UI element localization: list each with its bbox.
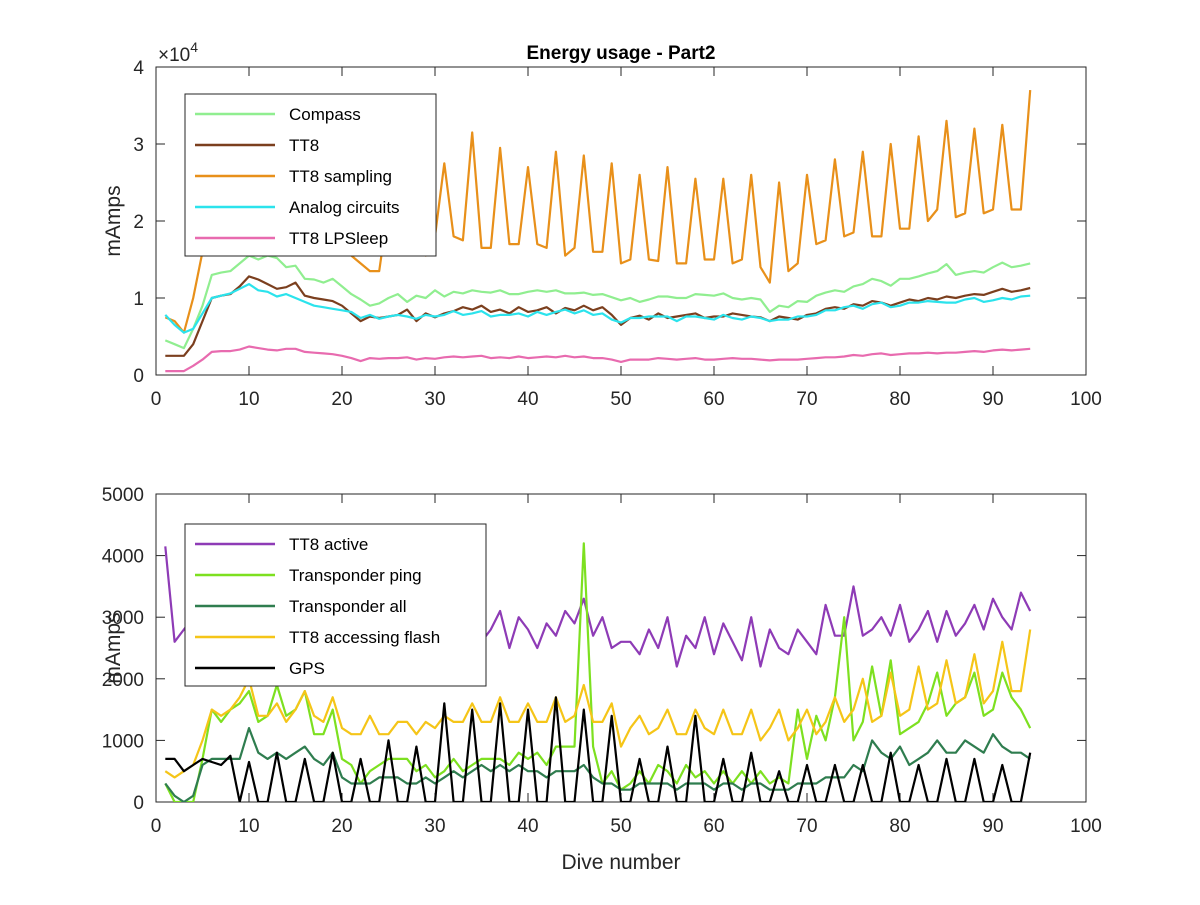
x-axis-label: Dive number xyxy=(561,851,680,874)
x-tick-label: 60 xyxy=(703,816,724,837)
x-tick-label: 0 xyxy=(151,389,162,410)
chart-title: Energy usage - Part2 xyxy=(526,43,715,64)
x-tick-label: 40 xyxy=(517,389,538,410)
legend-label-gps: GPS xyxy=(289,659,325,678)
x-tick-label: 50 xyxy=(610,389,631,410)
series-group xyxy=(164,542,1032,802)
x-tick-label: 50 xyxy=(610,816,631,837)
y-tick-label: 4 xyxy=(133,58,144,79)
x-tick-label: 80 xyxy=(889,389,910,410)
y-axis-label: mAmps xyxy=(102,185,125,256)
y-axis-label: mAmps xyxy=(102,612,125,683)
legend-label-tt8-accessing-flash: TT8 accessing flash xyxy=(289,628,440,647)
legend: Compass TT8 TT8 sampling Analog circuits TT8… xyxy=(184,93,437,257)
x-tick-label: 90 xyxy=(982,389,1003,410)
axes-2: 0 10 20 30 40 50 60 70 80 90 100010002000300040005… xyxy=(102,485,1102,874)
series-line-transponder-all xyxy=(164,726,1031,802)
y-exponent-power: 4 xyxy=(190,39,198,55)
series-group xyxy=(164,90,1032,373)
x-tick-label: 30 xyxy=(424,816,445,837)
x-tick-label: 100 xyxy=(1070,389,1102,410)
x-tick-label: 20 xyxy=(331,389,352,410)
legend-label-tt8-active: TT8 active xyxy=(289,535,368,554)
y-exponent-label: ×104 xyxy=(158,39,198,66)
y-tick-label: 4000 xyxy=(102,547,144,568)
series-line-tt8-accessing-flash xyxy=(164,629,1032,779)
y-tick-label: 5000 xyxy=(102,485,144,506)
legend-label-tt8-sampling: TT8 sampling xyxy=(289,167,392,186)
x-tick-label: 100 xyxy=(1070,816,1102,837)
legend-label-tt8: TT8 xyxy=(289,136,319,155)
x-tick-label: 30 xyxy=(424,389,445,410)
series-line-compass xyxy=(164,254,1031,350)
y-tick-label: 1000 xyxy=(102,731,144,752)
x-tick-label: 40 xyxy=(517,816,538,837)
y-tick-label: 0 xyxy=(133,366,144,387)
legend: TT8 active Transponder ping Transponder al… xyxy=(184,523,487,687)
y-exponent-base: ×10 xyxy=(158,45,190,66)
x-tick-label: 70 xyxy=(796,389,817,410)
x-tick-label: 70 xyxy=(796,816,817,837)
x-tick-label: 10 xyxy=(238,389,259,410)
legend-label-analog-circuits: Analog circuits xyxy=(289,198,400,217)
legend-label-tt8-lpsleep: TT8 LPSleep xyxy=(289,229,388,248)
y-tick-label: 3 xyxy=(133,135,144,156)
x-tick-label: 90 xyxy=(982,816,1003,837)
legend-label-compass: Compass xyxy=(289,105,361,124)
y-tick-label: 3000 xyxy=(102,608,144,629)
legend-label-transponder-all: Transponder all xyxy=(289,597,407,616)
y-tick-label: 2 xyxy=(133,212,144,233)
x-tick-label: 10 xyxy=(238,816,259,837)
series-line-analog-circuits xyxy=(164,283,1031,334)
legend-label-transponder-ping: Transponder ping xyxy=(289,566,422,585)
y-tick-label: 1 xyxy=(133,289,144,310)
y-tick-label: 0 xyxy=(133,793,144,814)
series-line-transponder-ping xyxy=(164,542,1032,802)
x-tick-label: 0 xyxy=(151,816,162,837)
series-line-tt8-lpsleep xyxy=(165,345,1031,373)
x-tick-label: 80 xyxy=(889,816,910,837)
x-tick-label: 60 xyxy=(703,389,724,410)
y-tick-label: 2000 xyxy=(102,670,144,691)
x-tick-label: 20 xyxy=(331,816,352,837)
series-line-gps xyxy=(165,696,1032,802)
